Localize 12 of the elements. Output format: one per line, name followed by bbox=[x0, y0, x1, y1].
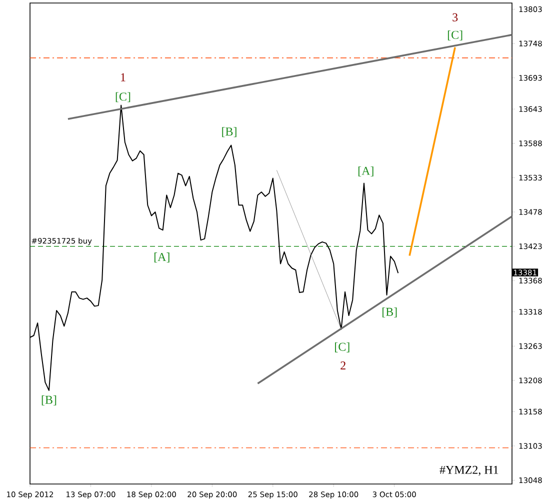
annotation: [A] bbox=[154, 252, 170, 262]
annotation: 1 bbox=[121, 73, 126, 82]
annotation: 2 bbox=[340, 361, 346, 370]
annotation: [B] bbox=[222, 127, 236, 138]
annotation: #YMZ2, H1 bbox=[440, 466, 498, 476]
annotation: [C] bbox=[116, 92, 130, 102]
annotation: [C] bbox=[448, 30, 462, 40]
annotation: [C] bbox=[335, 342, 350, 352]
annotation: [B] bbox=[42, 395, 56, 406]
annotation: [A] bbox=[358, 166, 374, 176]
annotation: 3 bbox=[452, 13, 458, 22]
annotation: [B] bbox=[382, 307, 397, 318]
